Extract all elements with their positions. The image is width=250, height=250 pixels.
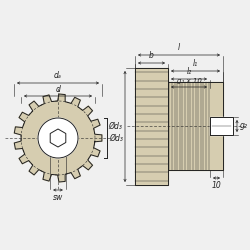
Polygon shape (135, 68, 168, 185)
Text: d: d (56, 84, 60, 94)
Text: sw: sw (53, 192, 63, 202)
Polygon shape (210, 117, 233, 135)
Text: l₁: l₁ (193, 60, 198, 68)
Polygon shape (14, 94, 102, 182)
Text: g₁ x 10: g₁ x 10 (176, 78, 202, 84)
Circle shape (38, 118, 78, 158)
Polygon shape (168, 82, 223, 170)
Text: dₐ: dₐ (54, 72, 62, 80)
Text: l: l (178, 44, 180, 52)
Polygon shape (50, 129, 66, 147)
Text: l₂: l₂ (186, 68, 192, 76)
Text: Ød₃: Ød₃ (108, 122, 122, 131)
Text: Ød₃: Ød₃ (109, 134, 123, 142)
Text: b: b (149, 52, 154, 60)
Text: 10: 10 (212, 180, 222, 190)
Text: g₂: g₂ (240, 122, 248, 130)
